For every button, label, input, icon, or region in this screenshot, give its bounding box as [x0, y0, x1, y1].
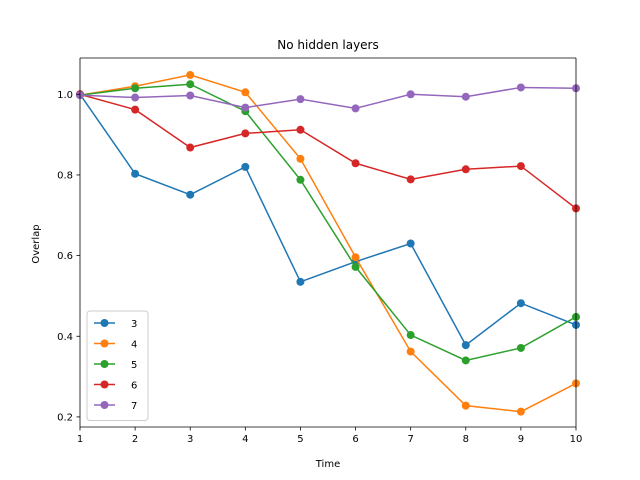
x-tick-label-7: 7 — [407, 434, 413, 445]
data-point-series-3-x2 — [131, 169, 140, 178]
legend-label-5: 5 — [131, 360, 137, 371]
legend-label-6: 6 — [131, 381, 137, 392]
legend-marker-7 — [100, 401, 109, 409]
data-point-series-7-x9 — [516, 83, 525, 92]
data-point-series-3-x5 — [296, 277, 305, 286]
y-tick-label-0.6: 0.6 — [57, 251, 73, 262]
data-point-series-6-x3 — [186, 143, 195, 152]
x-tick-label-8: 8 — [463, 434, 469, 445]
data-point-series-3-x3 — [186, 190, 195, 199]
data-point-series-7-x6 — [351, 104, 360, 113]
legend-box — [86, 310, 149, 421]
data-point-series-6-x4 — [241, 129, 250, 138]
data-point-series-4-x9 — [516, 407, 525, 416]
legend-label-3: 3 — [131, 319, 137, 330]
data-point-series-4-x7 — [406, 347, 415, 356]
x-tick-label-4: 4 — [242, 434, 248, 445]
data-point-series-7-x5 — [296, 95, 305, 104]
legend-marker-5 — [100, 360, 109, 368]
y-tick-label-0.8: 0.8 — [57, 170, 73, 181]
x-tick-label-10: 10 — [570, 434, 583, 445]
series-line-5 — [80, 83, 576, 362]
data-point-series-5-x7 — [406, 331, 415, 340]
data-point-series-6-x5 — [296, 125, 305, 134]
data-point-series-3-x9 — [516, 299, 525, 308]
data-point-series-6-x9 — [516, 162, 525, 171]
chart-title: No hidden layers — [277, 38, 378, 52]
data-point-series-5-x2 — [131, 84, 140, 93]
data-point-series-6-x8 — [461, 165, 470, 174]
plot-area: 1 2 3 4 5 6 7 8 9 10 0.2 0.4 0.6 0.8 1.0 3 4 5 6 7 — [57, 57, 583, 445]
legend-marker-6 — [100, 380, 109, 389]
data-point-series-4-x4 — [241, 88, 250, 97]
data-point-series-4-x5 — [296, 154, 305, 163]
data-point-series-5-x6 — [351, 262, 360, 271]
x-axis-label: Time — [315, 459, 340, 470]
data-point-series-3-x4 — [241, 162, 250, 171]
data-point-series-4-x3 — [186, 70, 195, 79]
data-point-series-7-x4 — [241, 103, 250, 112]
data-point-series-5-x9 — [516, 343, 525, 352]
legend-marker-4 — [100, 339, 109, 348]
data-point-series-3-x8 — [461, 341, 470, 350]
data-point-series-3-x7 — [406, 239, 415, 248]
series-line-6 — [80, 93, 576, 210]
legend-label-7: 7 — [131, 401, 137, 412]
x-tick-label-3: 3 — [187, 434, 193, 445]
data-point-series-6-x2 — [131, 105, 140, 114]
series-line-7 — [80, 86, 576, 110]
legend-marker-3 — [100, 319, 109, 327]
legend-label-4: 4 — [131, 340, 137, 351]
data-point-series-4-x8 — [461, 401, 470, 410]
x-tick-label-1: 1 — [77, 434, 83, 445]
data-point-series-4-x6 — [351, 253, 360, 262]
y-tick-label-1.0: 1.0 — [57, 90, 73, 101]
x-tick-label-2: 2 — [132, 434, 138, 445]
x-tick-label-5: 5 — [297, 434, 303, 445]
y-tick-label-0.4: 0.4 — [57, 332, 73, 343]
data-point-series-7-x2 — [131, 93, 140, 102]
data-point-series-5-x3 — [186, 80, 195, 89]
data-point-series-7-x3 — [186, 91, 195, 100]
series-line-4 — [80, 74, 576, 413]
x-tick-label-9: 9 — [518, 434, 524, 445]
data-point-series-7-x8 — [461, 92, 470, 101]
data-point-series-5-x8 — [461, 356, 470, 365]
x-tick-label-6: 6 — [352, 434, 358, 445]
data-point-series-6-x7 — [406, 175, 415, 184]
data-point-series-5-x5 — [296, 175, 305, 184]
data-point-series-6-x6 — [351, 159, 360, 168]
y-axis-label: Overlap — [31, 224, 42, 263]
series-line-3 — [80, 93, 576, 347]
y-tick-label-0.2: 0.2 — [57, 412, 73, 423]
data-point-series-7-x7 — [406, 90, 415, 99]
